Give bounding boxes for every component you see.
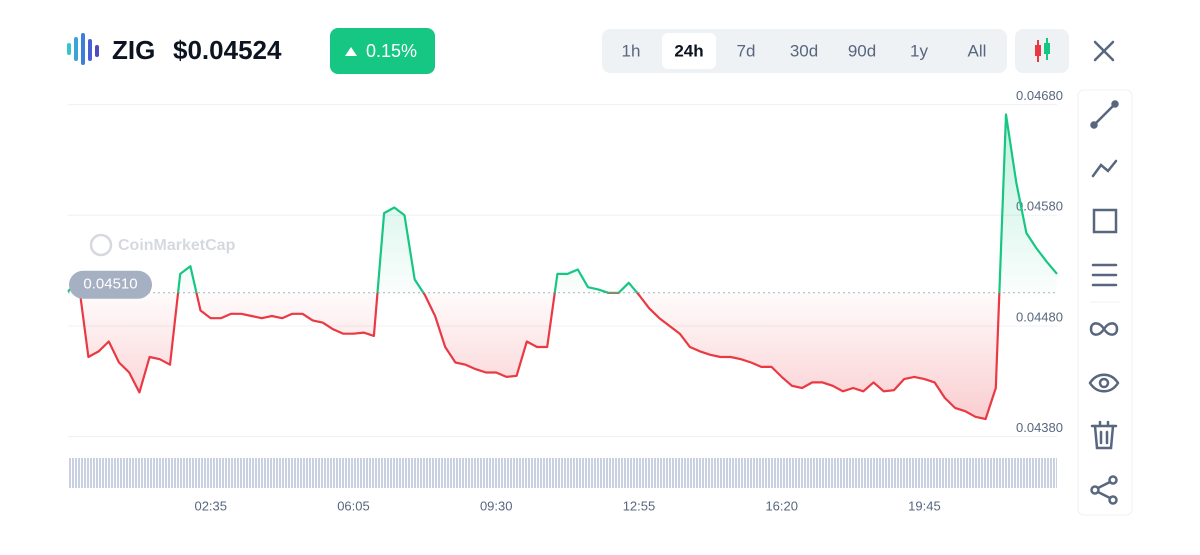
change-badge xyxy=(330,28,435,74)
polyline-tool[interactable] xyxy=(1091,159,1118,178)
rectangle-tool[interactable] xyxy=(1092,208,1118,234)
trend-line-tool[interactable] xyxy=(1090,100,1119,129)
up-arrow xyxy=(345,47,357,56)
y-tick-label: 0.04480 xyxy=(1016,309,1063,324)
x-tick-label: 12:55 xyxy=(623,498,656,513)
candle-toggle[interactable] xyxy=(1015,29,1069,73)
watermark-text: CoinMarketCap xyxy=(118,237,236,254)
timeframe-button[interactable]: 90d xyxy=(848,41,876,60)
x-tick-label: 19:45 xyxy=(908,498,941,513)
x-tick-label: 09:30 xyxy=(480,498,513,513)
change: 0.15% xyxy=(366,41,417,61)
watermark: CoinMarketCap xyxy=(89,233,236,257)
symbol: ZIG xyxy=(112,35,155,65)
x-tick-label: 02:35 xyxy=(194,498,227,513)
candle-icon xyxy=(1035,38,1050,62)
price-line xyxy=(67,113,1058,421)
timeframe-button[interactable]: 7d xyxy=(737,41,756,60)
x-tick-label: 06:05 xyxy=(337,498,370,513)
volume-strip xyxy=(68,458,1057,488)
lines-tool[interactable] xyxy=(1091,263,1118,287)
y-tick-label: 0.04680 xyxy=(1016,88,1063,103)
close-button[interactable] xyxy=(1093,40,1115,62)
x-tick-label: 16:20 xyxy=(765,498,798,513)
reference-label: 0.04510 xyxy=(83,276,137,293)
timeframe-button[interactable]: 30d xyxy=(790,41,818,60)
toolbar-icons xyxy=(1088,100,1120,505)
visibility-tool[interactable] xyxy=(1088,373,1120,393)
reference-label-bg xyxy=(69,270,152,299)
timeframe-button[interactable]: 1h xyxy=(622,41,641,60)
infinite-tool[interactable] xyxy=(1089,322,1119,336)
area-fill xyxy=(68,114,1057,419)
price: $0.04524 xyxy=(173,35,282,65)
timeframe-button[interactable]: All xyxy=(968,41,987,60)
share-tool[interactable] xyxy=(1090,475,1118,505)
logo xyxy=(67,33,99,65)
y-tick-label: 0.04580 xyxy=(1016,199,1063,214)
timeframe-button[interactable]: 1y xyxy=(910,41,928,60)
y-tick-label: 0.04380 xyxy=(1016,420,1063,435)
timeframe-button[interactable]: 24h xyxy=(674,41,703,60)
delete-tool[interactable] xyxy=(1090,420,1118,450)
timeframe-selected[interactable] xyxy=(662,33,716,69)
